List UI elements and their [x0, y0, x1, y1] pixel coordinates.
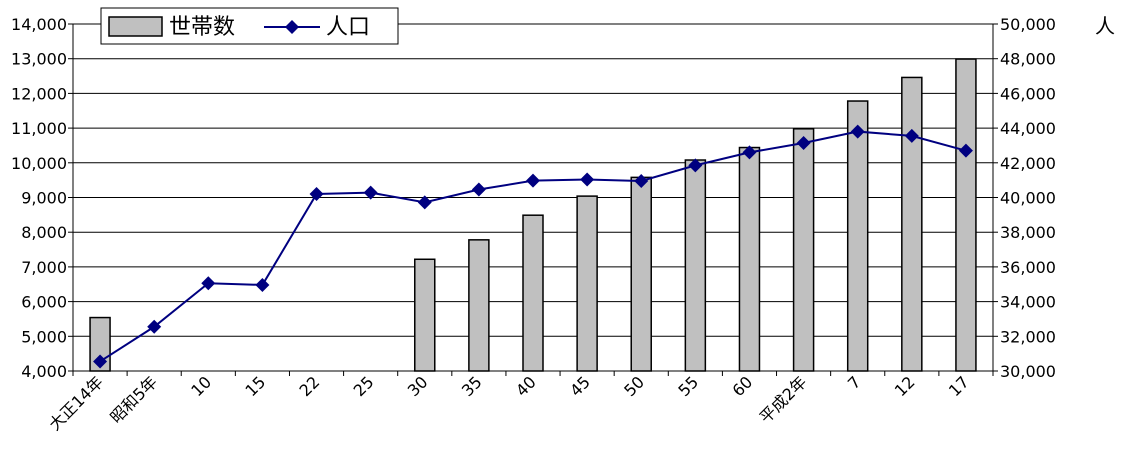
- right-tick-label: 46,000: [1000, 84, 1056, 103]
- left-tick-label: 11,000: [11, 119, 67, 138]
- data-point-marker: [904, 128, 919, 143]
- right-tick-label: 50,000: [1000, 15, 1056, 34]
- left-tick-label: 12,000: [11, 84, 67, 103]
- right-tick-label: 44,000: [1000, 119, 1056, 138]
- x-tick-label: 大正14年: [45, 372, 107, 434]
- bar: [684, 159, 707, 372]
- x-tick-label: 12: [891, 372, 919, 400]
- x-tick-label: 平成2年: [756, 372, 811, 427]
- left-tick-label: 4,000: [21, 362, 67, 381]
- right-tick-label: 36,000: [1000, 258, 1056, 277]
- data-point-marker: [850, 124, 865, 139]
- legend: 世帯数 人口: [100, 7, 399, 45]
- left-tick-label: 9,000: [21, 189, 67, 208]
- legend-label-households: 世帯数: [169, 15, 235, 40]
- x-tick-label: 35: [458, 372, 486, 400]
- data-point-marker: [255, 277, 270, 292]
- left-tick-label: 13,000: [11, 50, 67, 69]
- left-tick-label: 7,000: [21, 258, 67, 277]
- line-series: [93, 124, 973, 369]
- x-tick-label: 50: [620, 372, 648, 400]
- right-tick-label: 42,000: [1000, 154, 1056, 173]
- x-tick-label: 昭和5年: [106, 372, 161, 427]
- left-tick-label: 8,000: [21, 223, 67, 242]
- right-tick-label: 34,000: [1000, 293, 1056, 312]
- right-tick-label: 48,000: [1000, 50, 1056, 69]
- bar: [576, 195, 598, 372]
- x-tick-label: 7: [844, 372, 865, 393]
- data-point-marker: [634, 174, 649, 189]
- data-point-marker: [309, 187, 324, 202]
- x-tick-label: 22: [296, 372, 324, 400]
- bar: [901, 76, 923, 372]
- data-point-marker: [93, 354, 108, 369]
- right-tick-label: 32,000: [1000, 327, 1056, 346]
- data-point-marker: [688, 158, 703, 173]
- left-tick-label: 14,000: [11, 15, 67, 34]
- legend-label-population: 人口: [326, 15, 370, 40]
- bar: [522, 214, 544, 372]
- right-axis-unit: 人: [1095, 14, 1115, 38]
- x-tick-label: 15: [241, 372, 269, 400]
- data-point-marker: [363, 185, 378, 200]
- bar: [630, 176, 652, 372]
- x-tick-label: 30: [404, 372, 432, 400]
- left-axis-tick-labels: 4,000 5,000 6,000 7,000 8,000 9,000 10,000 11,0…: [11, 15, 67, 381]
- legend-diamond-marker: [285, 20, 299, 34]
- plot-border: [72, 23, 994, 372]
- plot-frame: [72, 23, 994, 376]
- data-point-marker: [958, 143, 973, 158]
- data-point-marker: [201, 276, 216, 291]
- right-tick-label: 38,000: [1000, 223, 1056, 242]
- data-point-marker: [526, 173, 540, 188]
- data-point-marker: [471, 182, 486, 197]
- bar: [414, 258, 436, 372]
- left-tick-label: 10,000: [11, 154, 67, 173]
- right-tick-label: 30,000: [1000, 362, 1056, 381]
- legend-bar-swatch: [108, 16, 163, 37]
- right-axis-tick-labels: 30,000 32,000 34,000 36,000 38,000 40,000 42,0…: [1000, 15, 1056, 381]
- x-tick-label: 45: [566, 372, 594, 400]
- data-point-marker: [580, 172, 595, 187]
- x-tick-label: 55: [674, 372, 702, 400]
- data-point-marker: [417, 195, 432, 210]
- data-point-marker: [742, 145, 757, 160]
- bar: [738, 146, 761, 372]
- bar-series: [89, 58, 977, 372]
- left-tick-label: 5,000: [21, 327, 67, 346]
- left-tick-label: 6,000: [21, 293, 67, 312]
- data-point-marker: [796, 136, 811, 151]
- x-tick-label: 40: [512, 372, 540, 400]
- x-tick-label: 25: [350, 372, 378, 400]
- x-tick-label: 10: [187, 372, 215, 400]
- x-axis-tick-labels: 大正14年 昭和5年 10 15 22 25 30 35 40 45 50 55 60 平成2年 7 12 17: [45, 372, 973, 434]
- right-tick-label: 40,000: [1000, 189, 1056, 208]
- x-tick-label: 60: [728, 372, 756, 400]
- bar: [468, 239, 490, 372]
- bar: [846, 100, 869, 372]
- data-point-marker: [147, 319, 162, 334]
- bar: [792, 128, 815, 372]
- bar: [955, 58, 977, 372]
- x-tick-label: 17: [945, 372, 973, 400]
